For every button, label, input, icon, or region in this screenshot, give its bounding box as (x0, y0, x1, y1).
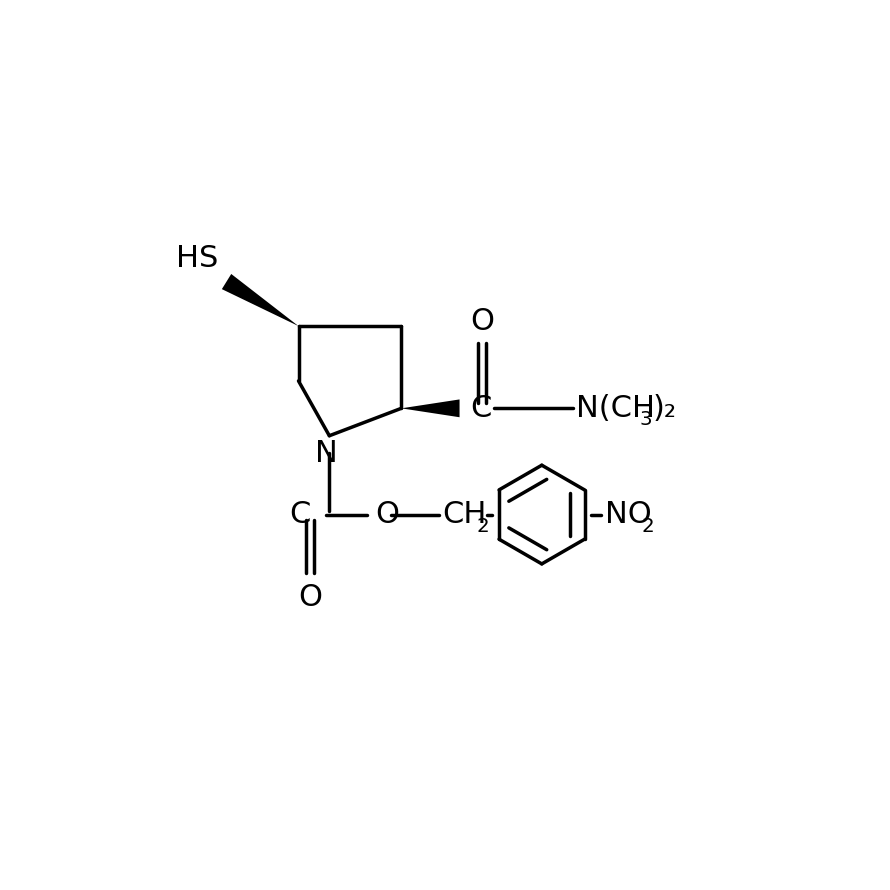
Text: )₂: )₂ (652, 394, 676, 423)
Text: O: O (376, 500, 400, 529)
Text: 2: 2 (477, 517, 490, 536)
Text: O: O (470, 307, 494, 336)
Text: 3: 3 (640, 410, 652, 430)
Polygon shape (222, 274, 298, 326)
Polygon shape (401, 400, 459, 417)
Text: C: C (470, 394, 491, 423)
Text: C: C (288, 500, 310, 529)
Text: N: N (314, 439, 337, 468)
Text: HS: HS (176, 245, 218, 273)
Text: NO: NO (605, 500, 651, 529)
Text: N(CH: N(CH (576, 394, 655, 423)
Text: CH: CH (442, 500, 487, 529)
Text: 2: 2 (641, 517, 654, 537)
Text: O: O (298, 583, 322, 612)
